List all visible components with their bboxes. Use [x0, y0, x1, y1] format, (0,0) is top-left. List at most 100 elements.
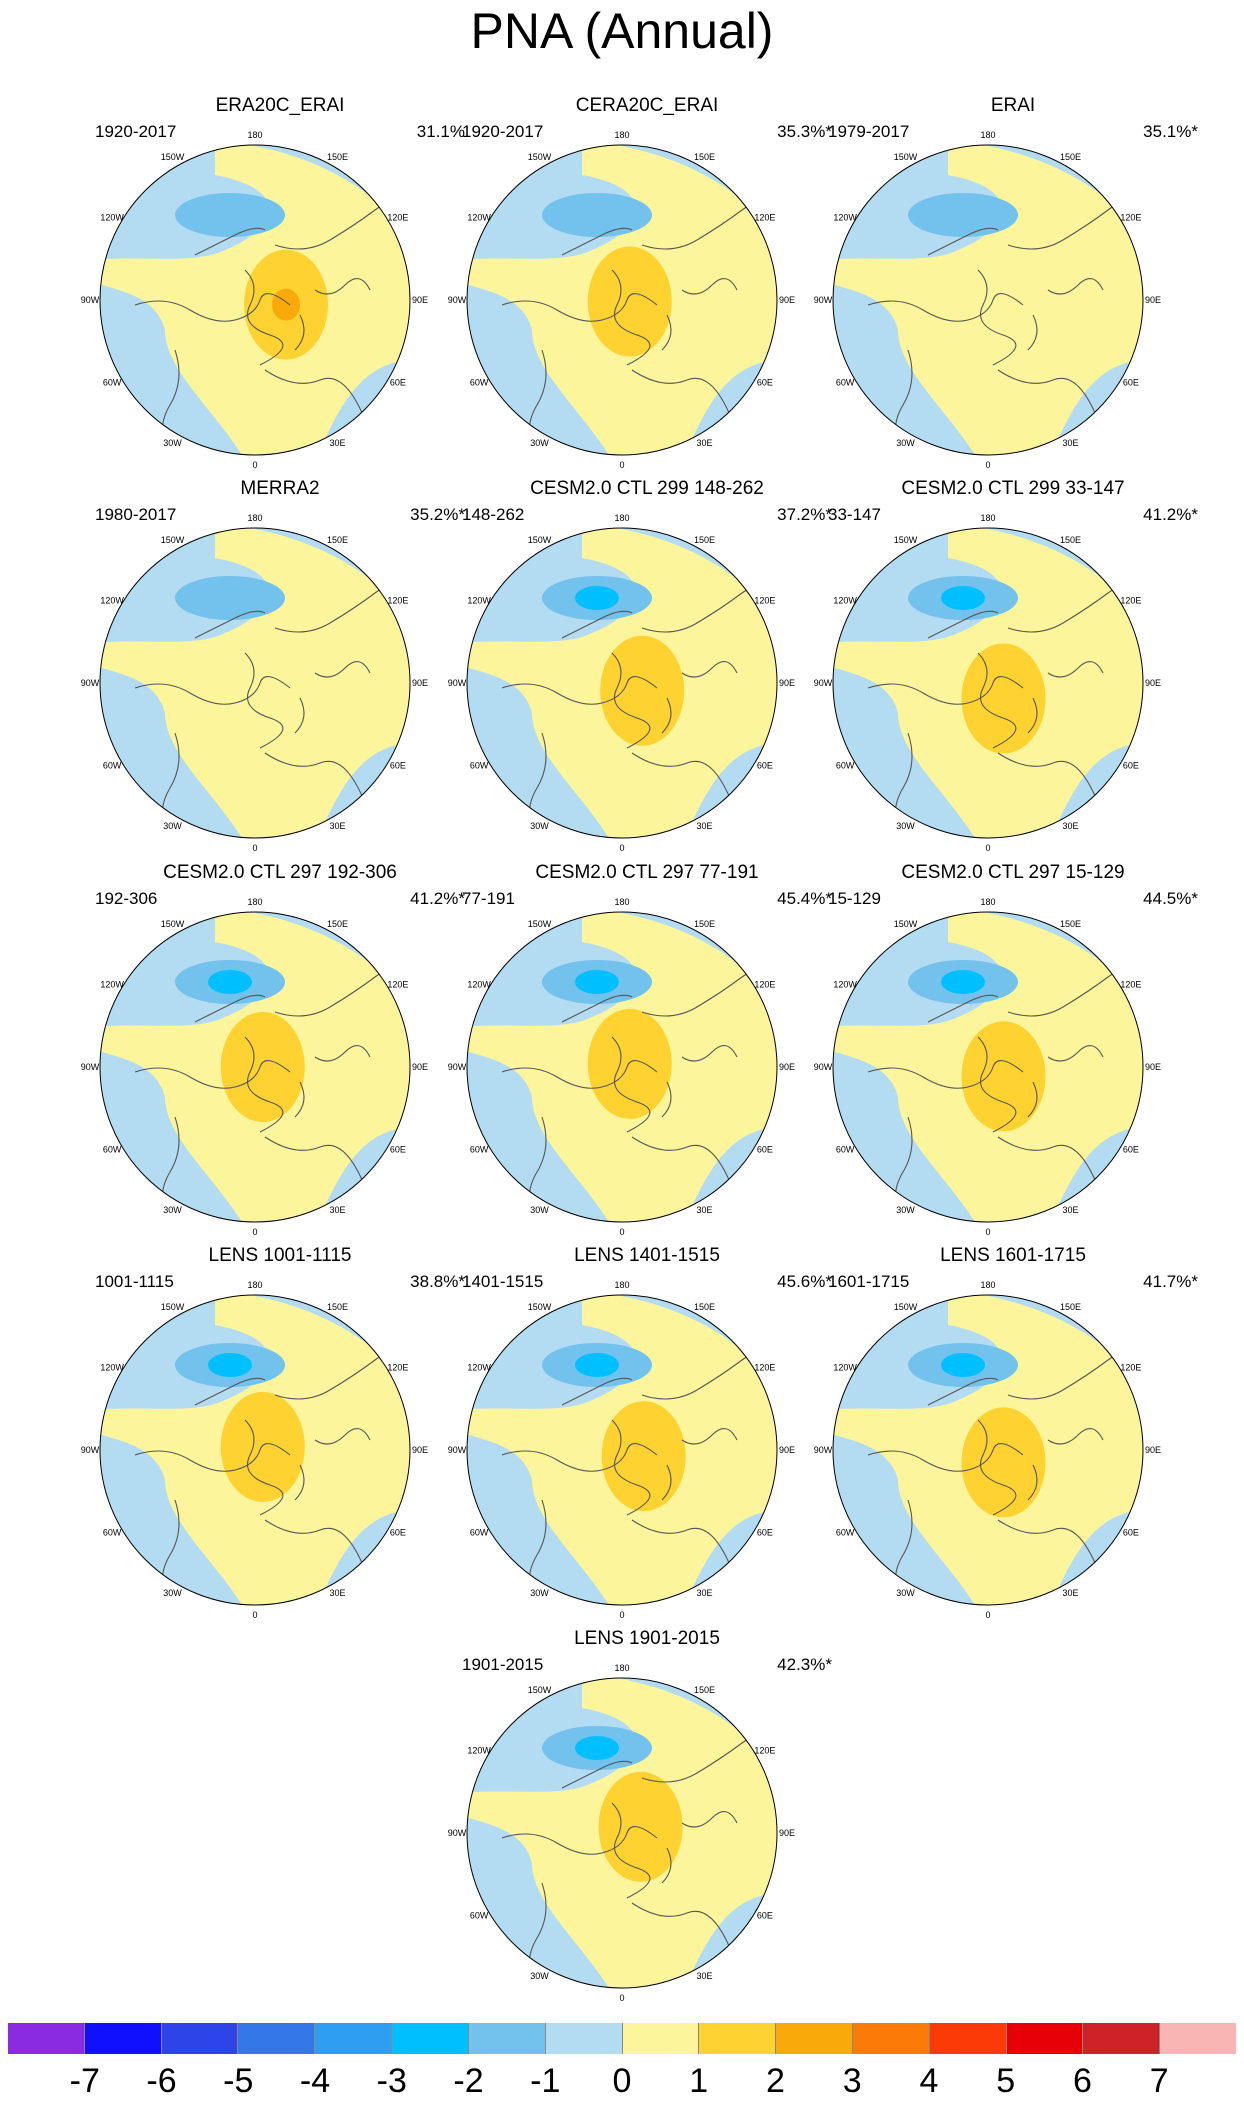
coastline — [611, 1036, 651, 1133]
longitude-label: 30W — [530, 438, 549, 448]
map-boundary — [99, 144, 411, 456]
coastline — [294, 1081, 305, 1118]
positive-center-contour-2 — [600, 635, 685, 746]
coastline — [681, 661, 738, 678]
colorbar-swatch — [8, 2023, 85, 2054]
coastline — [244, 652, 284, 749]
panel-title: MERRA2 — [240, 478, 320, 499]
aleutian-low-contour-3 — [575, 1736, 619, 1760]
longitude-label: 0 — [619, 460, 624, 470]
longitude-label: 150E — [694, 919, 715, 929]
longitude-label: 0 — [619, 843, 624, 853]
panel-period: 1980-2017 — [95, 505, 177, 524]
aleutian-low-contour-2 — [175, 576, 285, 620]
longitude-label: 0 — [619, 1610, 624, 1620]
longitude-label: 60E — [757, 761, 773, 771]
field-shading — [833, 145, 1143, 455]
positive-center-contour-3 — [272, 288, 300, 321]
coastline — [661, 314, 672, 351]
polar-map: 180 150E 120E 90E 60E 30E 0 30W 60W 90W 120W 150W — [814, 897, 1161, 1237]
panel-explained-variance: 35.3%* — [777, 122, 832, 141]
coastline — [1047, 278, 1104, 295]
coastline — [501, 1060, 658, 1089]
polar-map: 180 150E 120E 90E 60E 30E 0 30W 60W 90W 120W 150W — [448, 897, 795, 1237]
longitude-label: 150W — [528, 1685, 552, 1695]
longitude-label: 0 — [252, 1227, 257, 1237]
coastline — [134, 1443, 291, 1472]
coastline — [1047, 1428, 1104, 1445]
coastline — [294, 314, 305, 351]
panel-title: CESM2.0 CTL 297 192-306 — [163, 862, 397, 883]
longitude-label: 30W — [163, 1588, 182, 1598]
longitude-label: 150W — [528, 152, 552, 162]
longitude-label: 30W — [530, 821, 549, 831]
longitude-label: 180 — [614, 897, 629, 907]
longitude-label: 180 — [614, 130, 629, 140]
colorbar-swatch — [776, 2023, 853, 2054]
coastline — [561, 1377, 633, 1406]
longitude-label: 150E — [327, 919, 348, 929]
longitude-label: 0 — [252, 460, 257, 470]
longitude-label: 120W — [467, 596, 491, 606]
longitude-label: 150E — [694, 1685, 715, 1695]
positive-center-contour-2 — [961, 1407, 1046, 1518]
longitude-label: 0 — [985, 1610, 990, 1620]
panel-title: LENS 1601-1715 — [940, 1245, 1086, 1266]
map-panel-lens-1001: LENS 1001-1115 1001-1115 38.8%* 180 150E 120E… — [81, 1245, 465, 1625]
panel-explained-variance: 42.3%* — [777, 1655, 832, 1674]
longitude-label: 150W — [894, 1302, 918, 1312]
longitude-label: 150E — [1060, 535, 1081, 545]
map-boundary — [832, 911, 1144, 1223]
longitude-label: 30E — [1062, 821, 1078, 831]
coastline — [314, 278, 371, 295]
positive-center-contour-2 — [587, 246, 672, 357]
longitude-label: 60W — [103, 378, 122, 388]
longitude-label: 90W — [81, 1062, 100, 1072]
coastline — [867, 293, 1024, 322]
longitude-label: 150W — [161, 152, 185, 162]
panel-title: ERA20C_ERAI — [215, 95, 345, 116]
polar-map: 180 150E 120E 90E 60E 30E 0 30W 60W 90W 120W 150W — [814, 513, 1161, 853]
aleutian-low-contour-3 — [941, 970, 985, 994]
panel-explained-variance: 45.4%* — [777, 889, 832, 908]
colorbar-swatch — [929, 2023, 1007, 2054]
longitude-label: 60W — [470, 1528, 489, 1538]
longitude-label: 90E — [779, 1445, 795, 1455]
coastline — [314, 1045, 371, 1062]
longitude-label: 90E — [412, 1445, 428, 1455]
colorbar-tick-label: 6 — [1073, 2062, 1092, 2100]
panel-title: CESM2.0 CTL 299 148-262 — [530, 478, 764, 499]
panel-title: LENS 1401-1515 — [574, 1245, 720, 1266]
panel-explained-variance: 45.6%* — [777, 1272, 832, 1291]
coastline — [681, 1428, 738, 1445]
coastline — [927, 610, 999, 639]
positive-center-contour-2 — [961, 643, 1046, 754]
colorbar-tick-label: 2 — [766, 2062, 785, 2100]
longitude-label: 30W — [163, 1205, 182, 1215]
map-panel-cesm-297-77: CESM2.0 CTL 297 77-191 77-191 45.4%* 180 150… — [448, 862, 832, 1242]
coastline — [294, 697, 305, 734]
coastline — [501, 1826, 658, 1855]
longitude-label: 30W — [530, 1205, 549, 1215]
field-shading — [833, 528, 1143, 838]
map-panel-cera20c-erai: CERA20C_ERAI 1920-2017 35.3%* 180 150E 120E 90… — [448, 95, 832, 475]
longitude-label: 30E — [1062, 438, 1078, 448]
longitude-label: 90W — [81, 295, 100, 305]
panel-period: 1601-1715 — [828, 1272, 910, 1291]
positive-center-contour-2 — [598, 1771, 683, 1882]
longitude-label: 90E — [779, 295, 795, 305]
colorbar-tick-label: 5 — [996, 2062, 1016, 2100]
longitude-label: 60E — [1123, 378, 1139, 388]
coastline — [561, 227, 633, 256]
longitude-label: 90E — [412, 678, 428, 688]
longitude-label: 90W — [81, 678, 100, 688]
longitude-label: 120W — [100, 596, 124, 606]
panel-period: 1401-1515 — [462, 1272, 544, 1291]
longitude-label: 120E — [1120, 596, 1141, 606]
longitude-label: 60W — [103, 1145, 122, 1155]
field-shading — [467, 1295, 777, 1605]
longitude-label: 90E — [412, 295, 428, 305]
longitude-label: 120W — [467, 1746, 491, 1756]
coastline — [927, 994, 999, 1023]
panel-period: 33-147 — [828, 505, 881, 524]
